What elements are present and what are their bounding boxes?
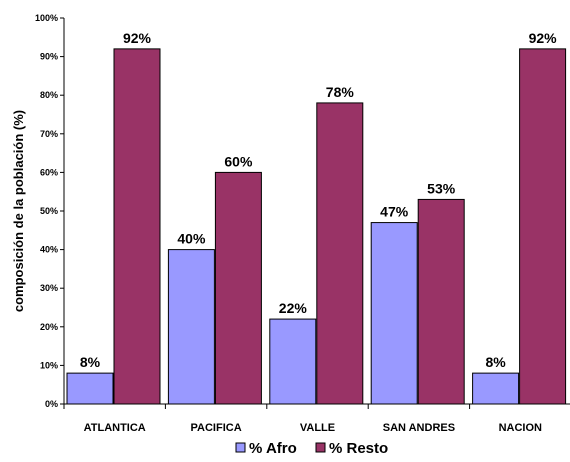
data-label: 8% — [485, 354, 506, 370]
data-label: 40% — [177, 231, 206, 247]
bar-resto — [316, 102, 364, 405]
bar-resto — [417, 198, 465, 405]
y-tick-label: 40% — [40, 245, 58, 255]
data-label: 22% — [279, 300, 308, 316]
y-tick-label: 30% — [40, 283, 58, 293]
bar-resto — [113, 48, 161, 405]
y-axis-ticks: 0% 10% 20% 30% 40% 50% 60% 70% 80% 90% 100% — [35, 13, 64, 409]
y-tick-label: 20% — [40, 322, 58, 332]
data-labels: 8% 40% 22% 47% 8% 92% 60% 78% 53% 92% — [80, 30, 557, 370]
legend-swatch — [315, 442, 326, 453]
y-tick-label: 80% — [40, 90, 58, 100]
y-axis-title: composición de la población (%) — [11, 110, 26, 312]
x-tick-label: PACIFICA — [191, 422, 242, 434]
y-tick-label: 10% — [40, 360, 58, 370]
y-tick-label: 0% — [45, 399, 58, 409]
y-tick-label: 100% — [35, 13, 58, 23]
legend-label: % Afro — [249, 440, 297, 457]
x-axis-ticks: ATLANTICA PACIFICA VALLE SAN ANDRES NACION — [63, 404, 542, 434]
data-label: 60% — [224, 153, 253, 169]
y-tick-label: 90% — [40, 52, 58, 62]
data-label: 8% — [80, 354, 101, 370]
y-tick-label: 50% — [40, 206, 58, 216]
bars — [66, 48, 567, 405]
x-tick-label: NACION — [499, 422, 542, 434]
bar-afro — [66, 372, 114, 405]
data-label: 92% — [123, 30, 152, 46]
data-label: 47% — [380, 204, 409, 220]
data-label: 92% — [529, 30, 558, 46]
bar-resto — [519, 48, 567, 405]
bar-afro — [472, 372, 520, 405]
bar-afro — [269, 318, 317, 405]
bar-afro — [167, 249, 215, 405]
y-tick-label: 60% — [40, 167, 58, 177]
legend-swatch — [235, 442, 246, 453]
legend-label: % Resto — [329, 440, 388, 457]
y-tick-label: 70% — [40, 129, 58, 139]
data-label: 78% — [326, 84, 355, 100]
bar-resto — [214, 171, 262, 405]
legend: % Afro % Resto — [235, 440, 388, 457]
x-tick-label: SAN ANDRES — [383, 422, 455, 434]
x-tick-label: VALLE — [300, 422, 335, 434]
data-label: 53% — [427, 180, 456, 196]
x-tick-label: ATLANTICA — [84, 422, 146, 434]
bar-afro — [370, 222, 418, 405]
